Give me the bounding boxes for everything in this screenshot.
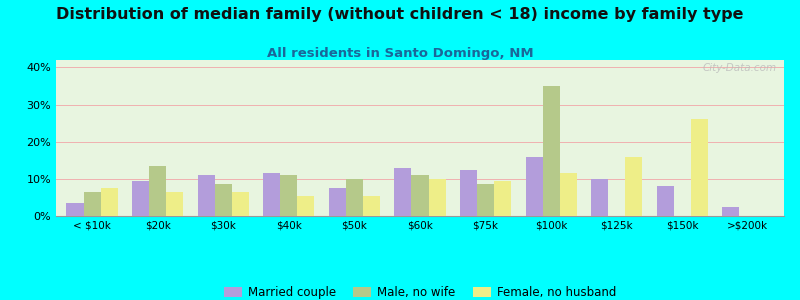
Bar	[460, 169, 477, 216]
Bar	[394, 168, 411, 216]
Bar	[298, 196, 314, 216]
Bar	[722, 207, 739, 216]
Bar	[66, 203, 83, 216]
Bar	[411, 175, 429, 216]
Bar	[542, 86, 560, 216]
Text: City-Data.com: City-Data.com	[702, 63, 777, 73]
Bar	[198, 175, 214, 216]
Bar	[494, 181, 511, 216]
Bar	[329, 188, 346, 216]
Text: All residents in Santo Domingo, NM: All residents in Santo Domingo, NM	[266, 46, 534, 59]
Bar	[526, 157, 542, 216]
Bar	[363, 196, 380, 216]
Bar	[346, 179, 363, 216]
Bar	[263, 173, 280, 216]
Bar	[83, 192, 101, 216]
Bar	[232, 192, 249, 216]
Bar	[101, 188, 118, 216]
Bar	[591, 179, 608, 216]
Legend: Married couple, Male, no wife, Female, no husband: Married couple, Male, no wife, Female, n…	[219, 281, 621, 300]
Bar	[429, 179, 446, 216]
Bar	[560, 173, 577, 216]
Bar	[477, 184, 494, 216]
Bar	[132, 181, 149, 216]
Bar	[214, 184, 232, 216]
Bar	[691, 119, 708, 216]
Text: Distribution of median family (without children < 18) income by family type: Distribution of median family (without c…	[56, 8, 744, 22]
Bar	[149, 166, 166, 216]
Bar	[626, 157, 642, 216]
Bar	[280, 175, 298, 216]
Bar	[657, 186, 674, 216]
Bar	[166, 192, 183, 216]
